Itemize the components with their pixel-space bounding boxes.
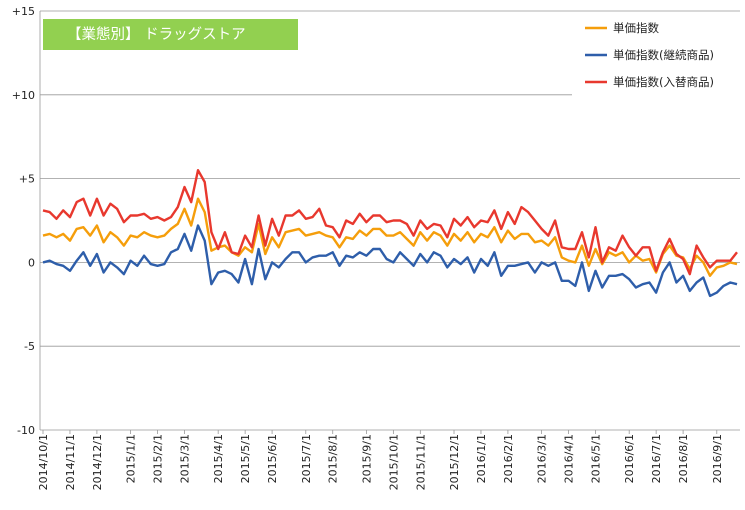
chart-title-box: 【業態別】 ドラッグストア — [43, 19, 298, 50]
x-tick-label: 2016/1/1 — [475, 434, 488, 483]
x-tick-label: 2014/11/1 — [64, 434, 77, 490]
x-tick-label: 2015/5/1 — [239, 434, 252, 483]
series-line-1 — [42, 197, 738, 277]
x-tick-label: 2015/4/1 — [212, 434, 225, 483]
x-tick-label: 2016/4/1 — [563, 434, 576, 483]
x-tick-label: 2014/10/1 — [37, 434, 50, 490]
y-tick-label: -5 — [24, 340, 35, 353]
legend-label: 単価指数(入替商品) — [613, 75, 714, 89]
x-tick-label: 2016/8/1 — [677, 434, 690, 483]
series-line-3 — [42, 168, 738, 276]
x-tick-label: 2016/2/1 — [502, 434, 515, 483]
chart-title: 【業態別】 ドラッグストア — [67, 26, 246, 43]
x-tick-label: 2016/5/1 — [590, 434, 603, 483]
x-tick-label: 2015/11/1 — [414, 434, 427, 490]
x-tick-label: 2015/8/1 — [327, 434, 340, 483]
chart-title-background — [43, 19, 298, 50]
y-tick-label: +5 — [19, 173, 35, 186]
x-tick-label: 2014/12/1 — [91, 434, 104, 490]
y-tick-label: 0 — [28, 256, 35, 269]
gridlines — [40, 10, 740, 431]
x-tick-label: 2015/9/1 — [360, 434, 373, 483]
x-tick-label: 2015/7/1 — [300, 434, 313, 483]
x-tick-label: 2015/3/1 — [178, 434, 191, 483]
x-tick-label: 2015/6/1 — [266, 434, 279, 483]
x-tick-label: 2016/3/1 — [536, 434, 549, 483]
x-tick-label: 2016/6/1 — [623, 434, 636, 483]
x-tick-label: 2015/1/1 — [125, 434, 138, 483]
y-tick-label: +10 — [12, 89, 35, 102]
series-line-2 — [42, 224, 738, 298]
legend-label: 単価指数 — [613, 21, 659, 35]
series-lines — [42, 168, 738, 298]
x-tick-label: 2015/12/1 — [448, 434, 461, 490]
x-tick-label: 2016/7/1 — [650, 434, 663, 483]
y-tick-label: +15 — [12, 5, 35, 18]
x-tick-label: 2015/2/1 — [152, 434, 165, 483]
x-tick-label: 2016/9/1 — [711, 434, 724, 483]
y-tick-label: -10 — [17, 424, 35, 437]
x-tick-label: 2015/10/1 — [387, 434, 400, 490]
legend-label: 単価指数(継続商品) — [613, 48, 714, 62]
